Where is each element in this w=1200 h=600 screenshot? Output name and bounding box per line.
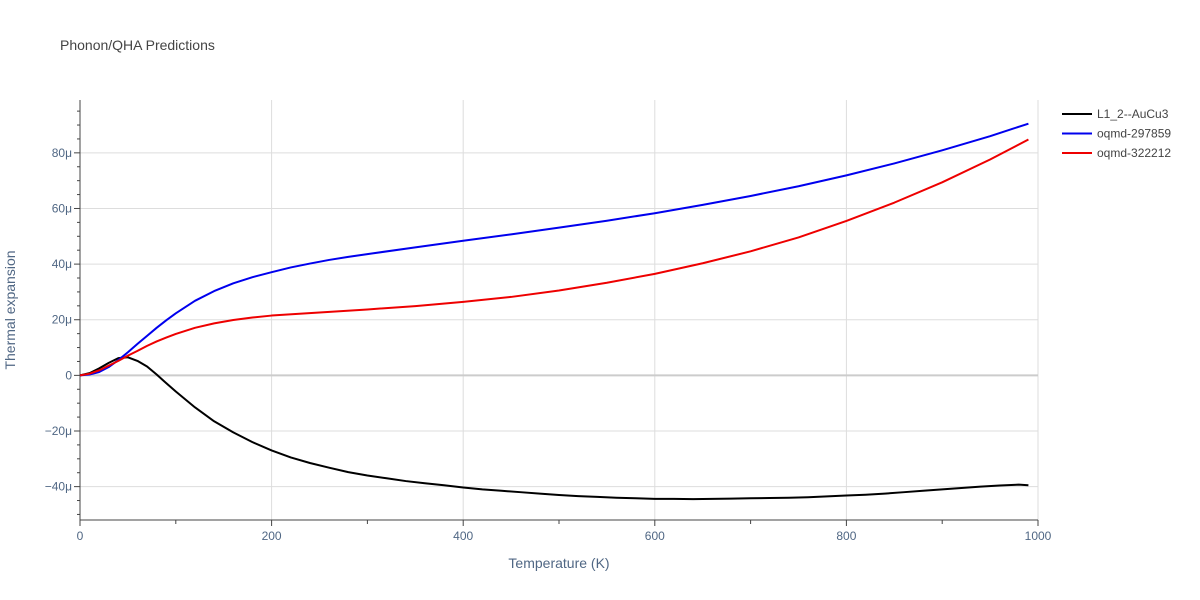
y-tick-label: 20μ [52, 313, 72, 327]
y-tick-label: 40μ [52, 257, 72, 271]
x-tick-label: 0 [77, 529, 84, 543]
x-tick-label: 200 [262, 529, 282, 543]
grid [80, 100, 1039, 520]
series-line-oqmd-322212 [79, 138, 1029, 377]
y-axis-title: Thermal expansion [2, 250, 18, 369]
legend-label: oqmd-297859 [1097, 127, 1171, 141]
series-line-L1_2--AuCu3 [79, 356, 1029, 501]
x-tick-label: 400 [453, 529, 473, 543]
y-tick-label: −20μ [45, 424, 72, 438]
x-tick-label: 800 [836, 529, 856, 543]
tick-labels: 0 200 400 600 800 1000 −40μ −20μ 0 20μ 40μ 60μ 80μ [45, 146, 1052, 543]
y-tick-label: 60μ [52, 201, 72, 215]
series-line-oqmd-297859 [79, 122, 1029, 377]
x-tick-label: 1000 [1025, 529, 1052, 543]
y-tick-label: 0 [65, 368, 72, 382]
x-tick-label: 600 [645, 529, 665, 543]
axes [74, 100, 1039, 526]
legend-item[interactable]: oqmd-297859 [1062, 127, 1171, 141]
legend-item[interactable]: oqmd-322212 [1062, 146, 1171, 160]
legend-label: L1_2--AuCu3 [1097, 107, 1169, 121]
x-axis-title: Temperature (K) [508, 555, 609, 571]
chart-title: Phonon/QHA Predictions [60, 37, 215, 53]
legend[interactable]: L1_2--AuCu3 oqmd-297859 oqmd-322212 [1062, 107, 1171, 160]
y-tick-label: 80μ [52, 146, 72, 160]
legend-label: oqmd-322212 [1097, 146, 1171, 160]
legend-item[interactable]: L1_2--AuCu3 [1062, 107, 1169, 121]
y-tick-label: −40μ [45, 480, 72, 494]
series-group [79, 122, 1029, 501]
